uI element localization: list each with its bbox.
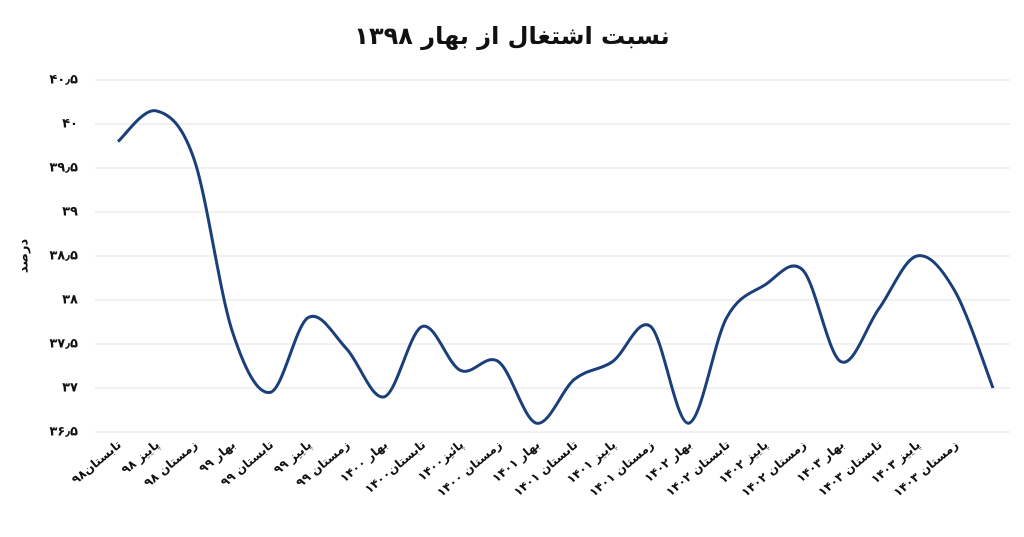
y-tick-label: ۳۷٫۵: [49, 337, 78, 352]
line: [116, 109, 995, 425]
y-tick-label: ۳۷: [62, 381, 78, 396]
y-tick-label: ۳۶٫۵: [49, 425, 78, 440]
y-tick-label: ۳۹٫۵: [49, 161, 78, 176]
y-tick-label: ۴۰٫۵: [49, 73, 78, 88]
y-tick-label: ۳۹: [62, 205, 78, 220]
y-tick-label: ۳۸: [62, 293, 78, 308]
x-tick-label: تابستان۹۸: [69, 438, 124, 487]
y-axis-label: درصد: [17, 239, 32, 274]
y-tick-label: ۳۸٫۵: [49, 249, 78, 264]
chart-title: نسبت اشتغال از بهار ۱۳۹۸: [354, 22, 669, 50]
y-tick-label: ۴۰: [62, 117, 78, 132]
